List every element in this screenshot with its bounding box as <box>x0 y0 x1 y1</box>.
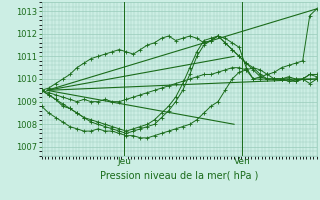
X-axis label: Pression niveau de la mer( hPa ): Pression niveau de la mer( hPa ) <box>100 171 258 181</box>
